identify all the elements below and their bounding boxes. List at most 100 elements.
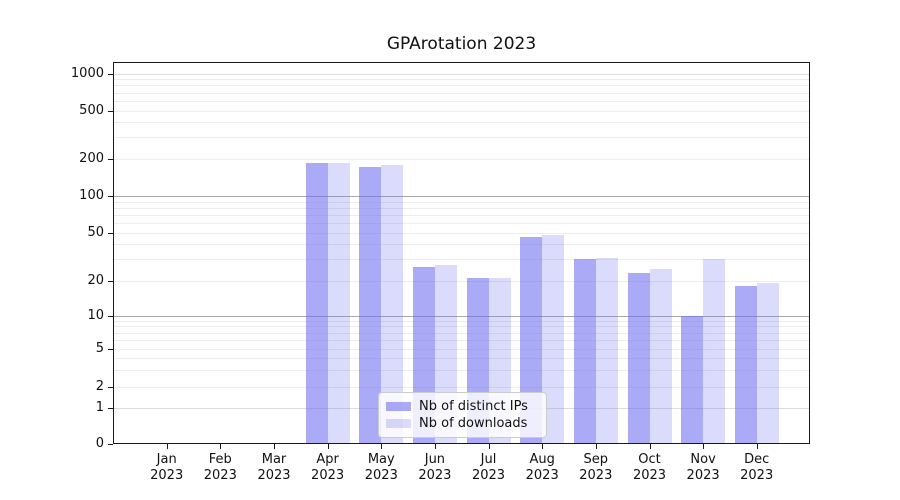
minor-gridline bbox=[114, 332, 809, 334]
y-tick-mark bbox=[108, 110, 113, 112]
x-tick-label-may: May 2023 bbox=[351, 452, 411, 484]
x-tick-month: Feb bbox=[208, 452, 232, 467]
minor-gridline bbox=[114, 207, 809, 209]
x-tick-month: Jan bbox=[156, 452, 177, 467]
x-tick-mark bbox=[166, 444, 168, 449]
x-tick-mark bbox=[381, 444, 383, 449]
x-tick-year: 2023 bbox=[579, 468, 613, 483]
bar-sep-distinct-ips bbox=[573, 259, 596, 443]
bar-sep-downloads bbox=[595, 257, 618, 443]
y-tick-label: 0 bbox=[95, 435, 104, 451]
x-tick-year: 2023 bbox=[740, 468, 774, 483]
minor-gridline bbox=[114, 222, 809, 224]
x-tick-month: Dec bbox=[744, 452, 770, 467]
minor-gridline bbox=[114, 100, 809, 102]
x-tick-mark bbox=[274, 444, 275, 449]
x-tick-mark bbox=[434, 444, 436, 449]
x-tick-year: 2023 bbox=[632, 468, 667, 483]
minor-gridline bbox=[114, 280, 809, 282]
x-tick-year: 2023 bbox=[525, 468, 559, 483]
minor-gridline bbox=[114, 339, 809, 341]
y-tick-label: 200 bbox=[79, 150, 104, 166]
x-tick-month: Aug bbox=[529, 452, 555, 467]
minor-gridline bbox=[114, 201, 809, 203]
x-tick-year: 2023 bbox=[150, 468, 184, 483]
bar-may-downloads bbox=[381, 165, 404, 443]
x-tick-year: 2023 bbox=[686, 468, 720, 483]
x-tick-year: 2023 bbox=[364, 468, 398, 483]
x-tick-year: 2023 bbox=[311, 468, 345, 483]
x-tick-label-mar: Mar 2023 bbox=[244, 452, 304, 484]
bar-apr-downloads bbox=[327, 162, 350, 443]
x-tick-month: May bbox=[367, 452, 395, 467]
minor-gridline bbox=[114, 244, 809, 246]
x-tick-label-sep: Sep 2023 bbox=[566, 452, 626, 484]
minor-gridline bbox=[114, 137, 809, 139]
y-tick-mark bbox=[108, 387, 113, 388]
bar-apr-distinct-ips bbox=[305, 162, 328, 443]
x-tick-year: 2023 bbox=[257, 468, 291, 483]
x-tick-label-feb: Feb 2023 bbox=[190, 452, 250, 484]
y-tick-mark bbox=[108, 443, 113, 445]
y-tick-label: 1 bbox=[95, 400, 104, 415]
x-tick-label-jan: Jan 2023 bbox=[137, 452, 197, 484]
x-tick-month: Sep bbox=[583, 452, 609, 467]
x-tick-label-apr: Apr 2023 bbox=[298, 452, 358, 484]
x-tick-label-nov: Nov 2023 bbox=[673, 452, 733, 484]
minor-gridline bbox=[114, 110, 809, 112]
x-tick-label-aug: Aug 2023 bbox=[512, 452, 572, 484]
y-tick-mark bbox=[108, 348, 113, 350]
y-tick-label: 10 bbox=[87, 307, 104, 323]
x-tick-year: 2023 bbox=[471, 468, 506, 483]
x-tick-label-oct: Oct 2023 bbox=[620, 452, 680, 484]
y-tick-mark bbox=[108, 280, 113, 282]
minor-gridline bbox=[114, 259, 809, 261]
legend-swatch-downloads bbox=[386, 419, 411, 428]
y-tick-mark bbox=[108, 73, 113, 75]
x-tick-month: Oct bbox=[638, 452, 661, 467]
legend-row-downloads: Nb of downloads bbox=[386, 416, 538, 431]
bar-oct-downloads bbox=[649, 268, 672, 443]
bar-aug-distinct-ips bbox=[520, 236, 543, 443]
y-tick-mark bbox=[108, 232, 113, 234]
y-tick-label: 20 bbox=[87, 272, 104, 288]
x-tick-month: Apr bbox=[316, 452, 339, 467]
legend-label-downloads: Nb of downloads bbox=[419, 416, 528, 431]
y-tick-mark bbox=[108, 158, 113, 160]
minor-gridline bbox=[114, 370, 809, 371]
minor-gridline bbox=[114, 357, 809, 359]
x-tick-mark bbox=[488, 444, 490, 449]
bar-may-distinct-ips bbox=[359, 167, 382, 443]
bar-nov-downloads bbox=[703, 259, 726, 443]
y-tick-mark bbox=[108, 315, 113, 317]
x-tick-mark bbox=[595, 444, 597, 449]
bar-dec-downloads bbox=[756, 283, 779, 443]
y-tick-label: 2 bbox=[95, 379, 104, 394]
minor-gridline bbox=[114, 85, 809, 87]
x-tick-mark bbox=[327, 444, 329, 449]
minor-gridline bbox=[114, 326, 809, 328]
legend: Nb of distinct IPs Nb of downloads bbox=[378, 392, 547, 438]
x-tick-mark bbox=[649, 444, 651, 449]
x-tick-mark bbox=[756, 444, 758, 449]
x-tick-label-dec: Dec 2023 bbox=[727, 452, 787, 484]
minor-gridline bbox=[114, 214, 809, 216]
x-tick-label-jul: Jul 2023 bbox=[459, 452, 519, 484]
chart-title: GPArotation 2023 bbox=[386, 34, 537, 54]
major-gridline bbox=[114, 315, 809, 317]
major-gridline bbox=[114, 196, 809, 197]
y-tick-label: 500 bbox=[79, 102, 104, 118]
x-tick-mark bbox=[703, 444, 705, 449]
x-tick-year: 2023 bbox=[203, 468, 237, 483]
minor-gridline bbox=[114, 122, 809, 124]
legend-label-distinct-ips: Nb of distinct IPs bbox=[419, 399, 528, 414]
legend-row-distinct-ips: Nb of distinct IPs bbox=[386, 399, 538, 414]
x-tick-year: 2023 bbox=[418, 468, 452, 483]
major-gridline bbox=[114, 73, 809, 75]
y-tick-label: 1000 bbox=[70, 65, 104, 81]
minor-gridline bbox=[114, 320, 809, 322]
minor-gridline bbox=[114, 79, 809, 81]
minor-gridline bbox=[114, 348, 809, 350]
minor-gridline bbox=[114, 387, 809, 388]
